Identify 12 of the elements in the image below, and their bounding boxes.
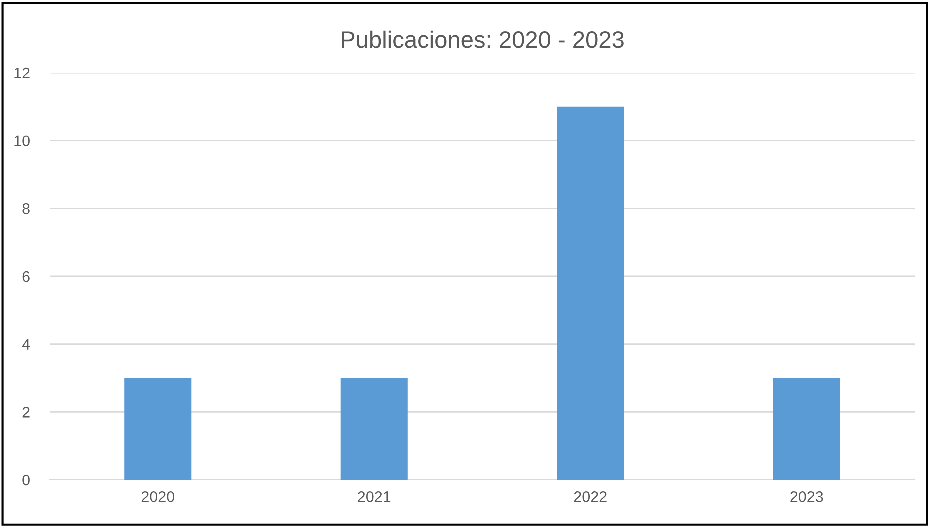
y-tick-label: 12 bbox=[14, 68, 30, 79]
x-tick-label: 2022 bbox=[574, 492, 607, 502]
y-tick-label: 6 bbox=[22, 271, 30, 282]
y-tick-label: 0 bbox=[22, 474, 30, 486]
y-tick-label: 4 bbox=[22, 339, 30, 350]
y-tick-label: 10 bbox=[14, 136, 30, 147]
x-tick-label: 2023 bbox=[790, 492, 824, 502]
chart-title: Publicaciones: 2020 - 2023 bbox=[342, 30, 624, 48]
y-tick-label: 2 bbox=[22, 407, 30, 418]
x-tick-label: 2021 bbox=[358, 492, 391, 502]
x-tick-label: 2020 bbox=[142, 492, 175, 502]
y-tick-label: 8 bbox=[22, 204, 30, 214]
